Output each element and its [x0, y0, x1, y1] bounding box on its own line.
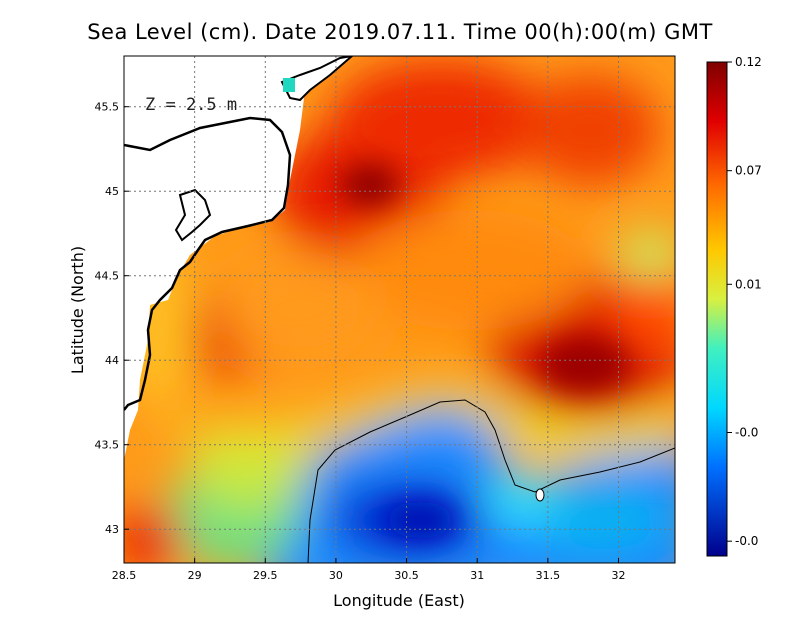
colorbar-labels: 0.12 0.07 0.01 -0.0 -0.0 [727, 55, 762, 548]
sea-level-field [124, 56, 675, 563]
x-tick-label: 30.5 [394, 569, 419, 582]
colorbar-tick-label: 0.01 [735, 277, 762, 291]
x-tick-label: 29.5 [253, 569, 278, 582]
x-tick-label: 29 [188, 569, 202, 582]
y-axis-ticks: 43 43.5 44 44.5 45 45.5 [95, 101, 129, 536]
x-tick-label: 28.5 [112, 569, 137, 582]
colorbar [706, 61, 728, 557]
y-tick-label: 44 [105, 354, 119, 367]
colorbar-tick-label: 0.07 [735, 164, 762, 178]
x-tick-label: 31.5 [536, 569, 561, 582]
x-tick-label: 30 [329, 569, 343, 582]
x-axis-ticks: 28.5 29 29.5 30 30.5 31 31.5 32 [112, 558, 625, 582]
x-axis-label: Longitude (East) [333, 591, 465, 610]
x-tick-label: 32 [611, 569, 625, 582]
grid-lines [124, 56, 675, 563]
inlet [174, 188, 212, 242]
delta-water [283, 78, 295, 92]
colorbar-tick-label: 0.12 [735, 55, 762, 69]
depth-annotation: Z = 2.5 m [145, 95, 237, 115]
colorbar-tick-label: -0.0 [735, 426, 758, 440]
y-tick-label: 43.5 [95, 439, 120, 452]
y-axis-label: Latitude (North) [68, 246, 87, 374]
x-tick-label: 31 [470, 569, 484, 582]
contour-loop [535, 488, 545, 502]
plot-frame [123, 55, 676, 564]
delta-lobe [280, 56, 354, 102]
land-area [124, 56, 350, 460]
y-tick-label: 45 [105, 185, 119, 198]
zero-contour-line [307, 399, 675, 563]
chart-title: Sea Level (cm). Date 2019.07.11. Time 00… [87, 20, 713, 44]
colorbar-tick-label: -0.0 [735, 534, 758, 548]
y-tick-label: 44.5 [95, 270, 120, 283]
coastline [124, 116, 292, 411]
y-tick-label: 45.5 [95, 101, 120, 114]
y-tick-label: 43 [105, 523, 119, 536]
